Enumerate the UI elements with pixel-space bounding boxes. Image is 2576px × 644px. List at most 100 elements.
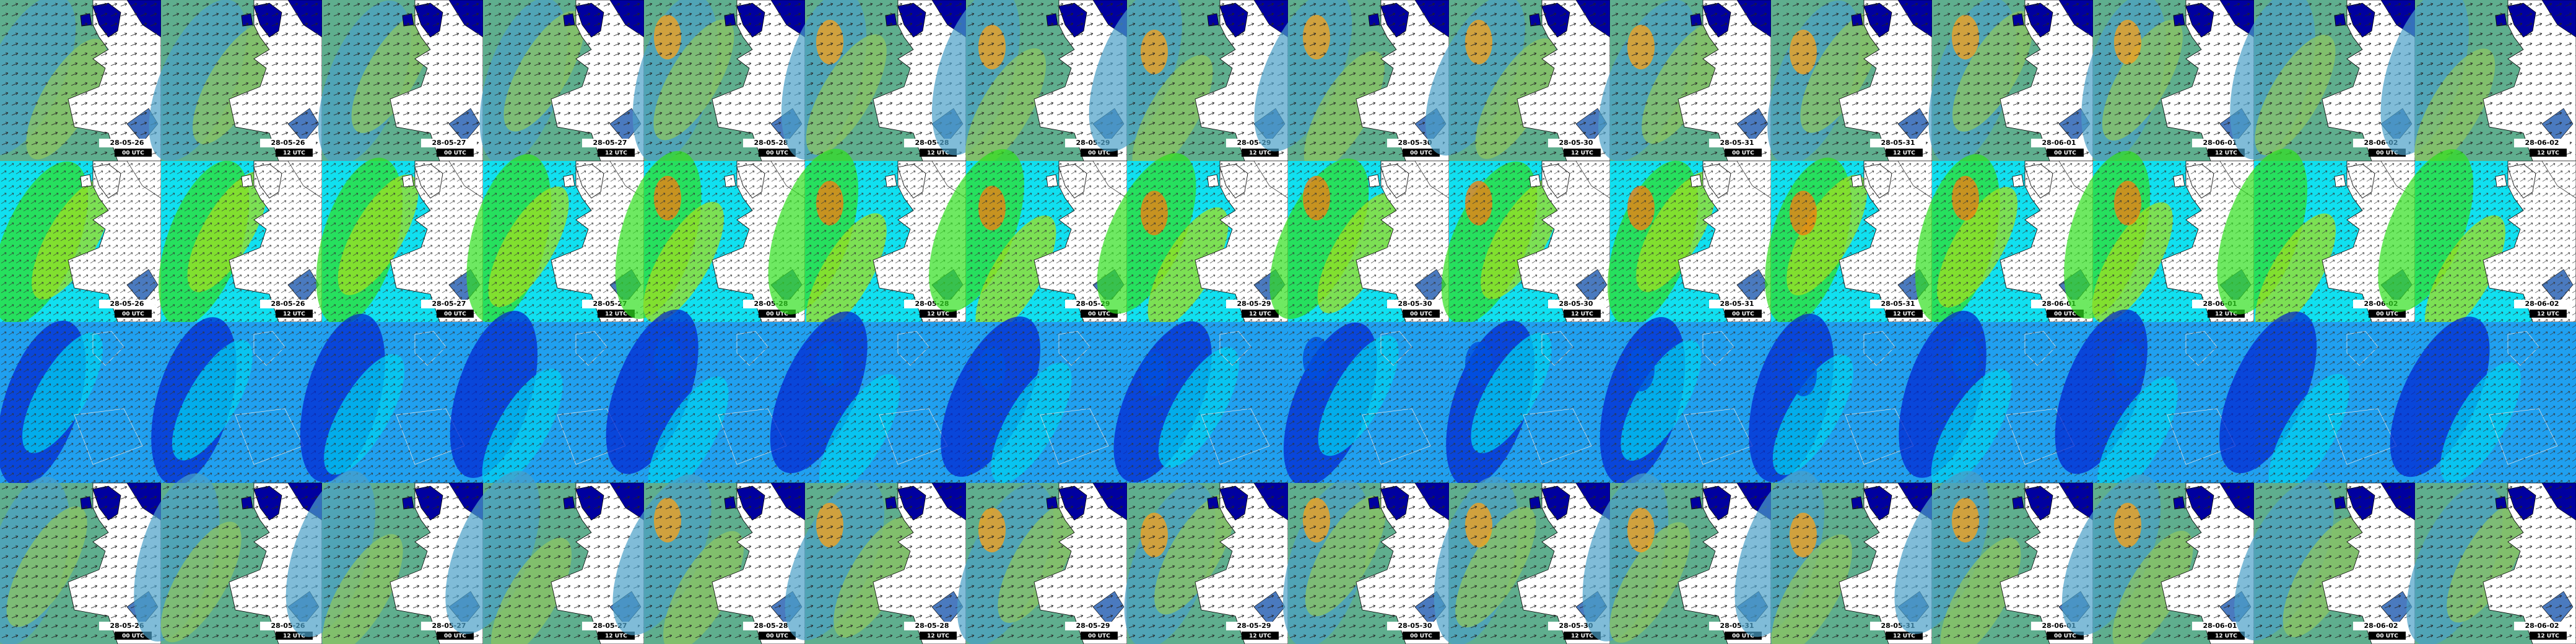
time-box xyxy=(2208,149,2245,157)
wind-arrows xyxy=(161,322,322,483)
time-box xyxy=(759,149,796,157)
date-label: 28-05-27 xyxy=(593,300,627,308)
wind-arrows xyxy=(2415,161,2576,322)
time-label: 00 UTC xyxy=(1410,633,1432,640)
wind-arrows xyxy=(322,0,483,161)
wind-arrows xyxy=(966,483,1127,644)
date-label: 28-05-26 xyxy=(110,300,144,308)
wind-arrows xyxy=(161,161,322,322)
wind-arrows xyxy=(1771,161,1932,322)
map-tile: 28-06-01 00 UTC xyxy=(1915,154,2094,323)
time-box xyxy=(1242,632,1279,640)
map-tile: 28-06-02 00 UTC xyxy=(2234,480,2416,644)
time-label: 00 UTC xyxy=(1732,633,1754,640)
date-label: 28-05-31 xyxy=(1881,300,1915,308)
time-label: 12 UTC xyxy=(283,150,305,157)
time-box xyxy=(1081,310,1118,318)
map-tile xyxy=(941,316,1127,484)
wind-arrows xyxy=(1449,161,1610,322)
wind-arrows xyxy=(2254,483,2415,644)
wind-arrows xyxy=(0,161,161,322)
wind-arrows xyxy=(322,161,483,322)
date-box xyxy=(2514,300,2570,308)
map-tile xyxy=(0,320,161,487)
time-box xyxy=(598,149,635,157)
date-box xyxy=(743,622,799,630)
date-box xyxy=(2031,139,2087,147)
time-label: 12 UTC xyxy=(283,311,305,318)
wind-arrows xyxy=(1932,161,2093,322)
wind-arrows xyxy=(1449,0,1610,161)
time-box xyxy=(598,632,635,640)
date-label: 28-05-27 xyxy=(593,139,627,147)
date-label: 28-05-31 xyxy=(1720,300,1754,308)
date-box xyxy=(1226,300,1282,308)
wind-arrows xyxy=(1288,161,1449,322)
map-tile: 28-05-30 00 UTC xyxy=(1269,158,1450,323)
date-box xyxy=(1548,139,1604,147)
time-box xyxy=(2208,632,2245,640)
date-box xyxy=(1870,139,1926,147)
time-box xyxy=(1886,149,1923,157)
date-label: 28-05-31 xyxy=(1881,139,1915,147)
time-label: 00 UTC xyxy=(1732,150,1754,157)
time-box xyxy=(1403,149,1440,157)
time-label: 12 UTC xyxy=(2537,311,2559,318)
date-box xyxy=(1226,622,1282,630)
time-label: 00 UTC xyxy=(1410,150,1432,157)
map-tile: 28-06-01 12 UTC xyxy=(2081,0,2255,163)
map-tile: 28-05-29 12 UTC xyxy=(1124,482,1289,644)
time-label: 00 UTC xyxy=(2376,311,2398,318)
map-tile: 28-05-26 12 UTC xyxy=(149,0,323,162)
date-label: 28-05-30 xyxy=(1398,300,1432,308)
time-box xyxy=(2530,310,2567,318)
time-box xyxy=(1725,310,1762,318)
wind-arrows xyxy=(2415,483,2576,644)
time-label: 12 UTC xyxy=(2215,150,2237,157)
map-tile: 28-05-31 12 UTC xyxy=(1765,157,1933,326)
wind-arrows xyxy=(2415,322,2576,483)
date-box xyxy=(421,300,477,308)
map-tile: 28-05-30 12 UTC xyxy=(1425,0,1611,162)
time-label: 12 UTC xyxy=(927,311,949,318)
time-box xyxy=(1242,310,1279,318)
time-label: 00 UTC xyxy=(1088,150,1110,157)
time-label: 12 UTC xyxy=(1571,311,1593,318)
time-box xyxy=(2530,149,2567,157)
time-box xyxy=(1081,632,1118,640)
date-box xyxy=(2514,139,2570,147)
date-label: 28-05-31 xyxy=(1720,139,1754,147)
date-label: 28-06-01 xyxy=(2203,139,2237,147)
time-box xyxy=(920,632,957,640)
date-label: 28-06-01 xyxy=(2042,139,2076,147)
map-tile: 28-05-28 00 UTC xyxy=(612,474,806,644)
wind-arrows xyxy=(2093,483,2254,644)
time-box xyxy=(1403,632,1440,640)
time-box xyxy=(276,310,313,318)
time-label: 12 UTC xyxy=(2537,150,2559,157)
wind-arrows xyxy=(1127,483,1288,644)
date-label: 28-05-26 xyxy=(110,622,144,630)
map-tile: 28-05-30 12 UTC xyxy=(1441,160,1611,324)
time-label: 00 UTC xyxy=(2054,633,2076,640)
wind-arrows xyxy=(1288,483,1449,644)
map-tile: 28-06-02 12 UTC xyxy=(2406,482,2576,644)
wind-arrows xyxy=(1288,0,1449,161)
wind-arrows xyxy=(0,322,161,483)
wind-arrows xyxy=(0,0,161,161)
date-box xyxy=(904,622,960,630)
date-box xyxy=(743,139,799,147)
date-box xyxy=(2192,622,2248,630)
map-tile: 28-05-27 12 UTC xyxy=(479,0,645,165)
time-box xyxy=(1242,149,1279,157)
date-box xyxy=(1870,300,1926,308)
date-box xyxy=(582,139,638,147)
map-tile: 28-05-29 12 UTC xyxy=(1097,153,1289,328)
time-box xyxy=(1403,310,1440,318)
date-box xyxy=(99,300,155,308)
wind-arrows xyxy=(1288,322,1449,483)
time-label: 00 UTC xyxy=(444,150,466,157)
time-box xyxy=(1564,149,1601,157)
wind-arrows xyxy=(1127,161,1288,322)
wind-arrows xyxy=(1771,0,1932,161)
